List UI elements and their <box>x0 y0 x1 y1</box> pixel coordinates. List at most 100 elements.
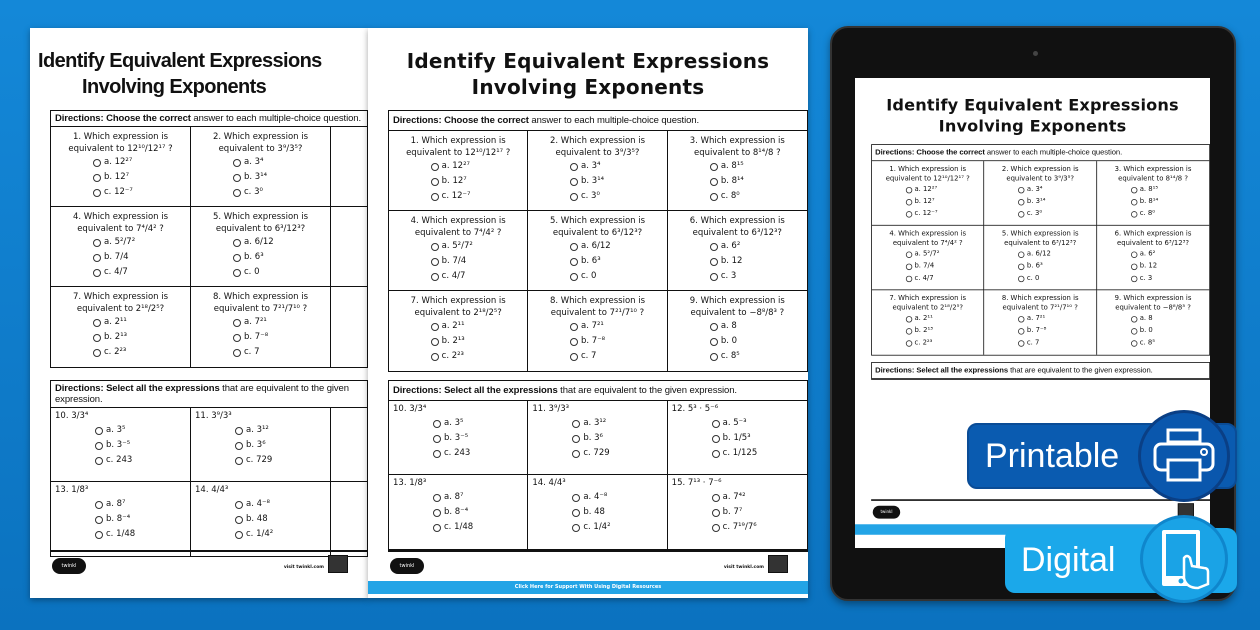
answer-option[interactable]: b. 7⁻⁸ <box>984 325 1096 337</box>
radio-button[interactable] <box>1130 315 1138 323</box>
answer-option[interactable]: a. 3¹² <box>235 423 326 438</box>
radio-button[interactable] <box>572 493 581 502</box>
radio-button[interactable] <box>1130 263 1138 270</box>
radio-button[interactable] <box>1018 275 1025 282</box>
answer-option[interactable]: a. 2¹¹ <box>872 313 984 325</box>
radio-button[interactable] <box>905 263 913 270</box>
radio-button[interactable] <box>93 253 101 262</box>
answer-option[interactable]: c. 243 <box>433 446 523 461</box>
answer-option[interactable]: c. 0 <box>528 269 666 284</box>
answer-option[interactable]: b. 0 <box>668 334 807 349</box>
radio-button[interactable] <box>905 327 913 335</box>
radio-button[interactable] <box>233 318 241 327</box>
answer-option[interactable]: a. 2¹¹ <box>51 315 190 330</box>
answer-option[interactable]: a. 8⁷ <box>433 490 523 505</box>
answer-option[interactable]: c. 8⁰ <box>668 189 807 204</box>
radio-button[interactable] <box>711 508 720 517</box>
radio-button[interactable] <box>1130 327 1138 335</box>
answer-option[interactable]: b. 3⁶ <box>572 431 662 446</box>
radio-button[interactable] <box>709 257 718 266</box>
answer-option[interactable]: a. 6/12 <box>984 248 1096 260</box>
radio-button[interactable] <box>1018 339 1025 347</box>
answer-option[interactable]: c. 8⁵ <box>1097 337 1209 349</box>
answer-option[interactable]: a. 6/12 <box>528 239 666 254</box>
radio-button[interactable] <box>233 333 241 342</box>
radio-button[interactable] <box>711 434 720 443</box>
answer-option[interactable]: b. 8⁻⁴ <box>95 512 186 527</box>
radio-button[interactable] <box>93 188 101 197</box>
answer-option[interactable]: b. 7/4 <box>872 260 984 272</box>
answer-option[interactable]: a. 3⁴ <box>191 155 330 170</box>
radio-button[interactable] <box>430 257 439 266</box>
answer-option[interactable]: b. 48 <box>572 505 662 520</box>
radio-button[interactable] <box>233 158 241 167</box>
answer-option[interactable]: c. 2²³ <box>872 337 984 349</box>
radio-button[interactable] <box>709 177 718 186</box>
radio-button[interactable] <box>235 515 243 524</box>
radio-button[interactable] <box>433 508 441 517</box>
answer-option[interactable]: c. 1/125 <box>711 446 803 461</box>
answer-option[interactable]: a. 8 <box>1097 313 1209 325</box>
answer-option[interactable]: b. 1/5³ <box>711 431 803 446</box>
answer-option[interactable]: c. 1/48 <box>433 520 523 535</box>
answer-option[interactable]: c. 729 <box>572 446 662 461</box>
answer-option[interactable]: c. 4/7 <box>51 265 190 280</box>
radio-button[interactable] <box>709 322 718 331</box>
answer-option[interactable]: a. 4⁻⁸ <box>572 490 662 505</box>
radio-button[interactable] <box>93 158 101 167</box>
radio-button[interactable] <box>430 272 439 281</box>
radio-button[interactable] <box>569 272 578 281</box>
answer-option[interactable]: a. 7²¹ <box>984 313 1096 325</box>
radio-button[interactable] <box>433 493 441 502</box>
answer-option[interactable]: c. 7 <box>191 345 330 360</box>
answer-option[interactable]: b. 6³ <box>984 260 1096 272</box>
answer-option[interactable]: b. 6³ <box>191 250 330 265</box>
answer-option[interactable]: c. 2²³ <box>389 349 527 364</box>
answer-option[interactable]: a. 5⁻³ <box>711 416 803 431</box>
answer-option[interactable]: c. 12⁻⁷ <box>389 189 527 204</box>
radio-button[interactable] <box>711 419 720 428</box>
radio-button[interactable] <box>569 162 578 171</box>
radio-button[interactable] <box>1018 251 1025 258</box>
radio-button[interactable] <box>1130 275 1138 282</box>
answer-option[interactable]: c. 7 <box>984 337 1096 349</box>
radio-button[interactable] <box>709 337 718 346</box>
visit-link[interactable]: visit twinkl.com <box>723 565 764 570</box>
answer-option[interactable]: b. 8⁻⁴ <box>433 505 523 520</box>
radio-button[interactable] <box>93 238 101 247</box>
answer-option[interactable]: a. 7²¹ <box>191 315 330 330</box>
radio-button[interactable] <box>1018 327 1025 335</box>
radio-button[interactable] <box>905 275 913 282</box>
answer-option[interactable]: b. 7⁷ <box>711 505 803 520</box>
radio-button[interactable] <box>711 449 720 458</box>
radio-button[interactable] <box>569 242 578 251</box>
answer-option[interactable]: c. 8⁵ <box>668 349 807 364</box>
answer-option[interactable]: c. 3 <box>668 269 807 284</box>
answer-option[interactable]: a. 7²¹ <box>528 319 666 334</box>
answer-option[interactable]: b. 3⁻⁵ <box>95 438 186 453</box>
answer-option[interactable]: a. 3⁴ <box>528 159 666 174</box>
radio-button[interactable] <box>95 500 103 509</box>
answer-option[interactable]: a. 6² <box>668 239 807 254</box>
radio-button[interactable] <box>93 348 101 357</box>
radio-button[interactable] <box>709 162 718 171</box>
radio-button[interactable] <box>905 339 913 347</box>
answer-option[interactable]: b. 3¹⁴ <box>191 170 330 185</box>
answer-option[interactable]: a. 2¹¹ <box>389 319 527 334</box>
answer-option[interactable]: c. 4/7 <box>389 269 527 284</box>
radio-button[interactable] <box>1130 251 1138 258</box>
radio-button[interactable] <box>709 352 718 361</box>
radio-button[interactable] <box>1018 315 1025 323</box>
answer-option[interactable]: b. 12⁷ <box>872 196 984 208</box>
answer-option[interactable]: a. 3⁴ <box>984 184 1096 196</box>
answer-option[interactable]: b. 2¹³ <box>51 330 190 345</box>
radio-button[interactable] <box>95 515 103 524</box>
radio-button[interactable] <box>569 177 578 186</box>
radio-button[interactable] <box>430 177 439 186</box>
radio-button[interactable] <box>1018 198 1025 206</box>
radio-button[interactable] <box>569 352 578 361</box>
radio-button[interactable] <box>905 315 913 323</box>
radio-button[interactable] <box>93 333 101 342</box>
radio-button[interactable] <box>1018 186 1025 193</box>
answer-option[interactable]: c. 7 <box>528 349 666 364</box>
